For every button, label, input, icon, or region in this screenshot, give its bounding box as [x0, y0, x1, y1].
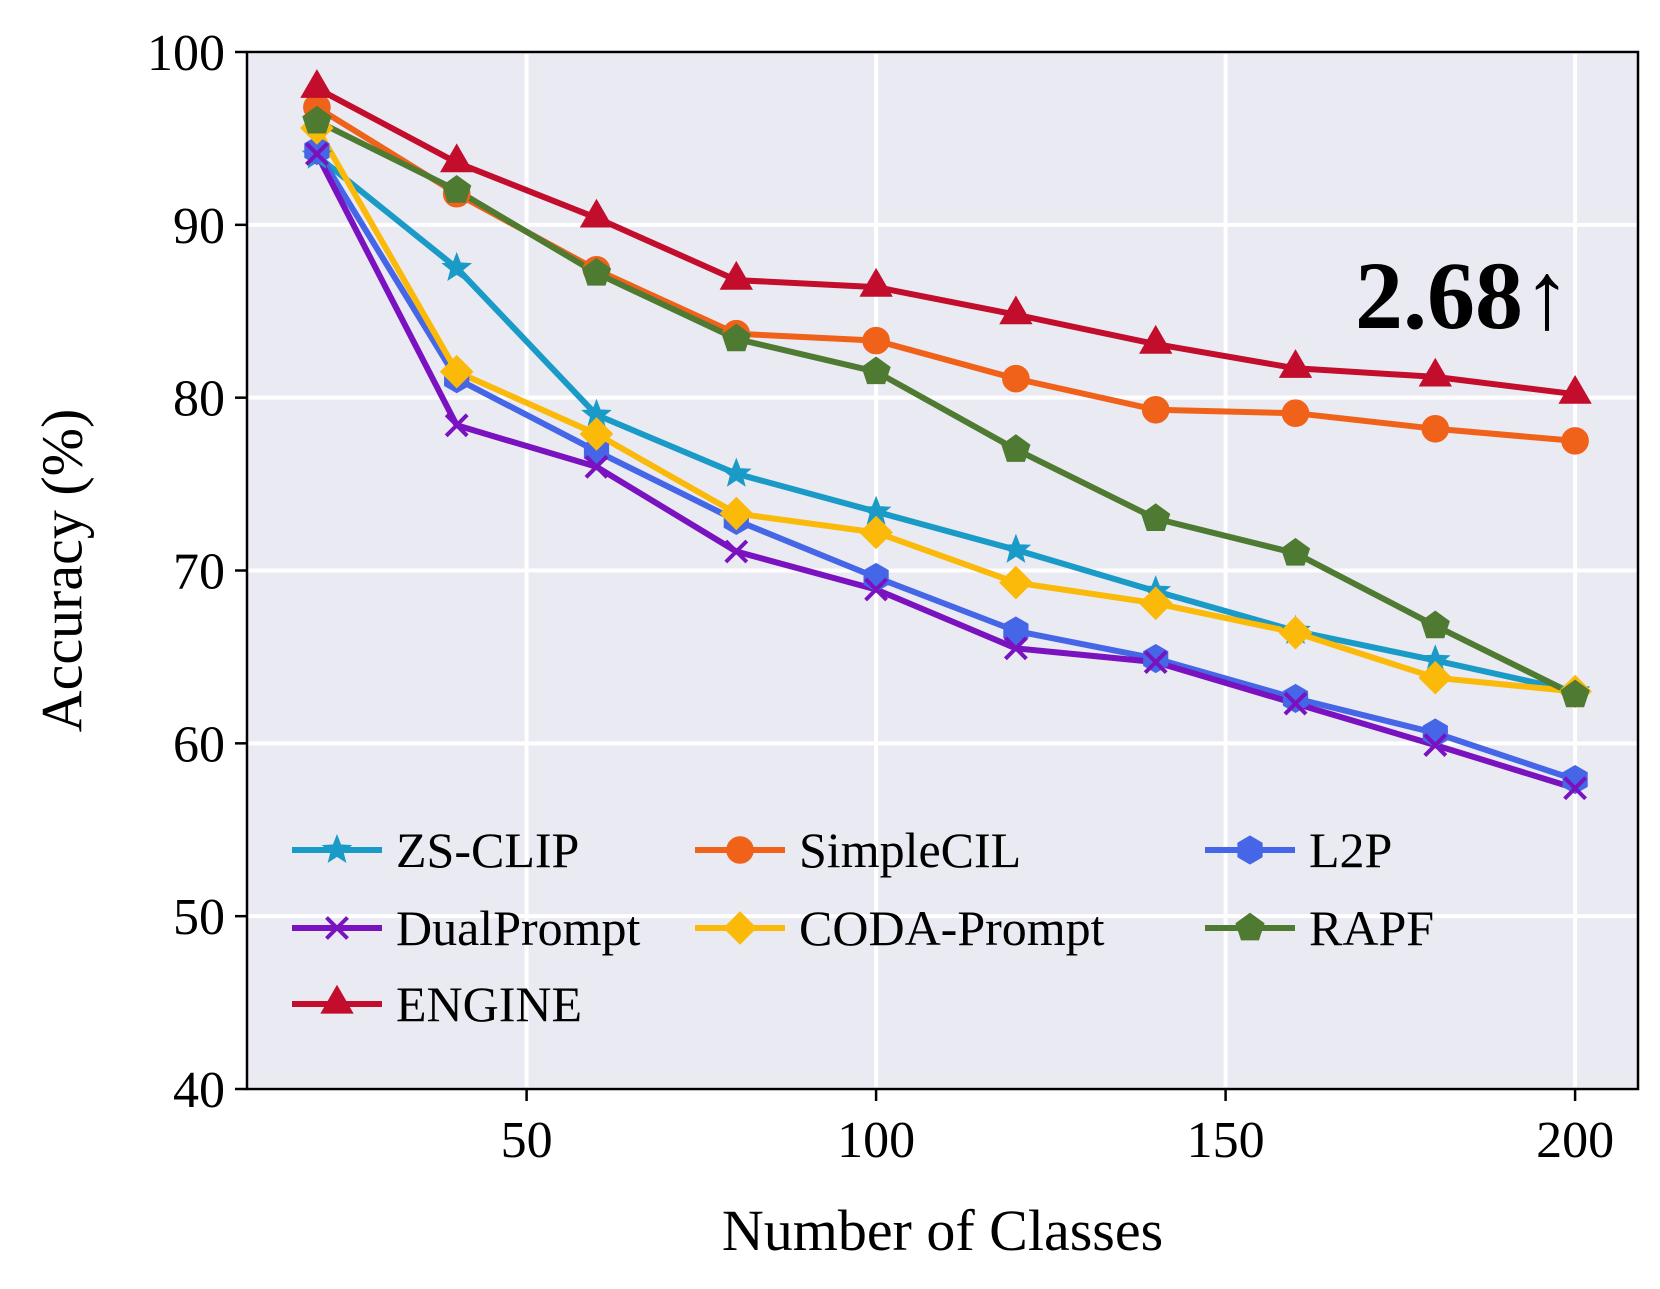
- series-markers: [300, 69, 1592, 801]
- series-lines: [314, 85, 1577, 792]
- y-tick-label: 40: [173, 1062, 225, 1119]
- data-point-dualprompt: [304, 142, 329, 166]
- x-tick-label: 150: [1187, 1112, 1265, 1169]
- legend-marker-simplecil: [726, 836, 754, 864]
- data-point-coda-prompt: [999, 565, 1033, 600]
- y-axis-ticks: 40 50 60 70 80 90 100: [147, 25, 247, 1119]
- data-point-rapf: [1420, 610, 1450, 639]
- legend-label-engine: ENGINE: [396, 976, 582, 1032]
- legend-label-dualprompt: DualPrompt: [396, 900, 641, 956]
- data-point-dualprompt: [1283, 691, 1308, 716]
- data-point-engine: [300, 69, 334, 98]
- data-point-rapf: [1001, 434, 1031, 462]
- legend-item-coda-prompt: CODA-Prompt: [695, 900, 1105, 956]
- data-point-rapf: [1280, 537, 1311, 566]
- legend-marker-rapf: [1235, 912, 1265, 941]
- data-point-zs-clip: [720, 457, 752, 487]
- y-tick-label: 60: [173, 716, 225, 773]
- data-point-engine: [440, 143, 474, 173]
- y-tick-label: 70: [173, 544, 225, 601]
- data-point-engine: [1558, 375, 1592, 404]
- data-point-simplecil: [1281, 399, 1310, 428]
- data-point-rapf: [1141, 503, 1171, 531]
- data-point-dualprompt: [1143, 650, 1168, 675]
- data-point-engine: [1278, 349, 1313, 378]
- data-point-dualprompt: [444, 413, 469, 438]
- x-tick-label: 200: [1536, 1112, 1614, 1169]
- data-point-l2p: [1003, 616, 1029, 646]
- data-point-coda-prompt: [1418, 660, 1453, 695]
- y-tick-label: 50: [173, 889, 225, 946]
- data-point-simplecil: [1561, 427, 1589, 455]
- data-point-zs-clip: [441, 251, 473, 282]
- series-line-dualprompt: [314, 152, 1576, 792]
- legend-item-simplecil: SimpleCIL: [695, 822, 1021, 878]
- data-point-coda-prompt: [579, 417, 614, 451]
- legend-item-l2p: L2P: [1205, 822, 1392, 878]
- legend-item-zs-clip: ZS-CLIP: [292, 822, 579, 878]
- data-point-simplecil: [862, 326, 890, 355]
- data-point-dualprompt: [724, 539, 749, 564]
- legend-marker-engine: [320, 984, 354, 1014]
- x-axis-ticks: 50 100 150 200: [501, 1089, 1614, 1169]
- legend-item-rapf: RAPF: [1205, 900, 1434, 956]
- data-point-rapf: [861, 356, 891, 385]
- legend-label-rapf: RAPF: [1309, 900, 1434, 956]
- legend-marker-dualprompt: [325, 916, 349, 940]
- legend-label-l2p: L2P: [1309, 822, 1392, 878]
- data-point-zs-clip: [1000, 533, 1032, 563]
- data-point-engine: [1418, 357, 1452, 387]
- data-point-engine: [1139, 324, 1173, 354]
- legend-marker-l2p: [1237, 835, 1263, 865]
- data-point-rapf: [581, 257, 612, 286]
- legend: ZS-CLIP SimpleCIL L2P DualPrompt CODA-Prompt…: [292, 822, 1434, 1032]
- data-point-dualprompt: [1563, 776, 1588, 801]
- data-point-engine: [579, 198, 614, 228]
- data-point-rapf: [442, 174, 472, 203]
- data-point-coda-prompt: [439, 354, 474, 389]
- data-point-coda-prompt: [859, 515, 893, 550]
- legend-marker-coda-prompt: [723, 911, 757, 945]
- data-point-simplecil: [1002, 364, 1030, 393]
- data-point-dualprompt: [864, 577, 889, 602]
- data-point-dualprompt: [584, 454, 609, 479]
- y-tick-label: 80: [173, 371, 225, 428]
- x-axis-label: Number of Classes: [722, 1198, 1163, 1263]
- data-point-engine: [859, 267, 893, 297]
- series-line-rapf: [315, 118, 1577, 698]
- y-axis-label: Accuracy (%): [29, 409, 94, 733]
- legend-label-coda-prompt: CODA-Prompt: [799, 900, 1105, 956]
- data-point-dualprompt: [1003, 636, 1028, 661]
- data-point-l2p: [1562, 765, 1588, 795]
- x-tick-label: 100: [837, 1112, 915, 1169]
- legend-item-dualprompt: DualPrompt: [292, 900, 641, 956]
- series-line-l2p: [314, 148, 1577, 783]
- data-point-engine: [719, 260, 753, 290]
- data-point-coda-prompt: [719, 496, 754, 531]
- series-line-engine: [315, 85, 1576, 398]
- legend-marker-zs-clip: [321, 833, 353, 864]
- x-tick-label: 50: [501, 1112, 553, 1169]
- data-point-simplecil: [1421, 414, 1450, 443]
- y-tick-label: 90: [173, 198, 225, 255]
- data-point-rapf: [1560, 679, 1590, 708]
- series-line-coda-prompt: [314, 126, 1576, 695]
- data-point-coda-prompt: [1138, 586, 1173, 621]
- data-point-simplecil: [1141, 395, 1170, 424]
- legend-label-simplecil: SimpleCIL: [799, 822, 1021, 878]
- legend-item-engine: ENGINE: [292, 976, 582, 1032]
- data-point-l2p: [1282, 683, 1309, 713]
- improvement-annotation: 2.68↑: [1355, 242, 1571, 349]
- data-point-coda-prompt: [1278, 615, 1313, 650]
- data-point-rapf: [302, 105, 332, 134]
- data-point-engine: [999, 295, 1033, 325]
- data-point-rapf: [721, 323, 751, 352]
- y-tick-label: 100: [147, 25, 225, 82]
- data-point-dualprompt: [1423, 733, 1448, 757]
- legend-label-zs-clip: ZS-CLIP: [396, 822, 579, 878]
- series-line-zs-clip: [315, 153, 1576, 695]
